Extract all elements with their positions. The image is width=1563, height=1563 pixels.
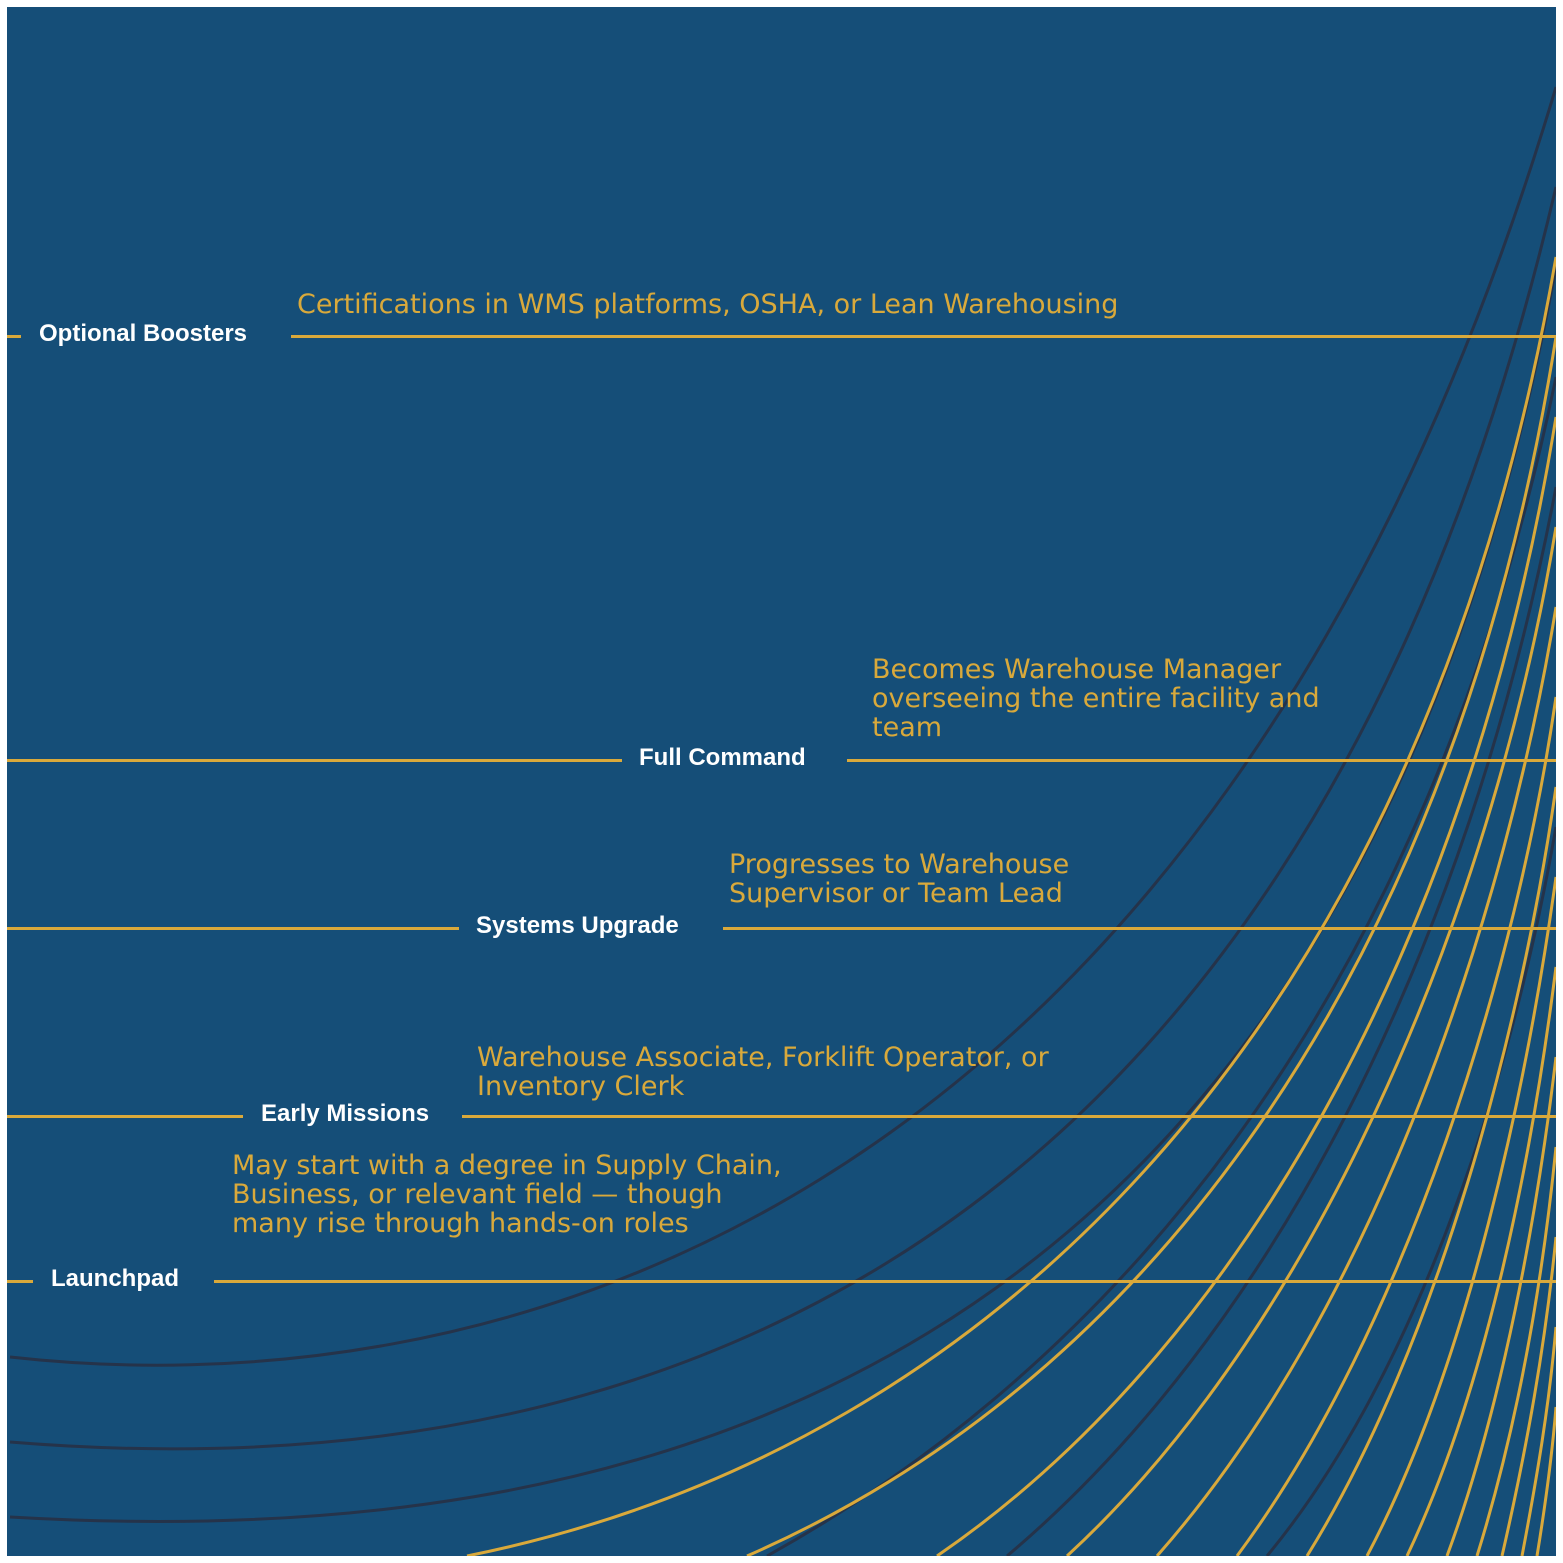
- stage-line-early-missions: [7, 1115, 243, 1118]
- decorative-curve: [1265, 826, 1556, 1556]
- stage-label-full-command: Full Command: [639, 744, 806, 771]
- stage-line-launchpad: [7, 1280, 33, 1283]
- stage-label-launchpad: Launchpad: [51, 1265, 180, 1292]
- stage-line-full-command: [7, 759, 622, 762]
- stage-description-launchpad: May start with a degree in Supply Chain,…: [232, 1150, 782, 1239]
- decorative-curve: [9, 186, 1556, 1451]
- decorative-curve: [1445, 1056, 1556, 1556]
- stage-label-systems-upgrade: Systems Upgrade: [476, 912, 679, 939]
- decorative-curve: [1475, 1146, 1556, 1556]
- decorative-curve: [1065, 526, 1556, 1556]
- decorative-curve: [1405, 966, 1556, 1556]
- decorative-curve: [1535, 1406, 1556, 1556]
- decorative-curve: [746, 336, 1556, 1556]
- stage-description-optional-boosters: Certifications in WMS platforms, OSHA, o…: [297, 289, 1119, 320]
- roadmap-panel: Optional Boosters Certifications in WMS …: [7, 7, 1556, 1556]
- decorative-curve: [1235, 696, 1556, 1556]
- stage-line-systems-upgrade: [7, 927, 459, 930]
- decorative-curve: [466, 256, 1556, 1556]
- decorative-curve: [1500, 1236, 1556, 1556]
- decorative-curve: [1520, 1326, 1556, 1556]
- stage-description-early-missions: Warehouse Associate, Forklift Operator, …: [477, 1042, 1049, 1102]
- stage-description-full-command: Becomes Warehouse Manager overseeing the…: [872, 654, 1320, 743]
- decorative-curve: [9, 86, 1556, 1367]
- stage-description-systems-upgrade: Progresses to Warehouse Supervisor or Te…: [729, 849, 1070, 909]
- decorative-curve: [1365, 876, 1556, 1556]
- stage-label-optional-boosters: Optional Boosters: [39, 320, 248, 347]
- decorative-curve: [1155, 606, 1556, 1556]
- stage-line-full-command: [847, 759, 1556, 762]
- decorative-curve: [1006, 486, 1556, 1556]
- stage-line-optional-boosters: [291, 335, 1556, 338]
- stage-line-optional-boosters: [7, 335, 21, 338]
- stage-line-systems-upgrade: [723, 927, 1556, 930]
- decorative-curve: [1305, 786, 1556, 1556]
- decorative-curve: [936, 416, 1556, 1556]
- stage-line-early-missions: [462, 1115, 1556, 1118]
- stage-label-early-missions: Early Missions: [261, 1100, 430, 1127]
- decorative-curves: [9, 86, 1556, 1556]
- stage-line-launchpad: [214, 1280, 1556, 1283]
